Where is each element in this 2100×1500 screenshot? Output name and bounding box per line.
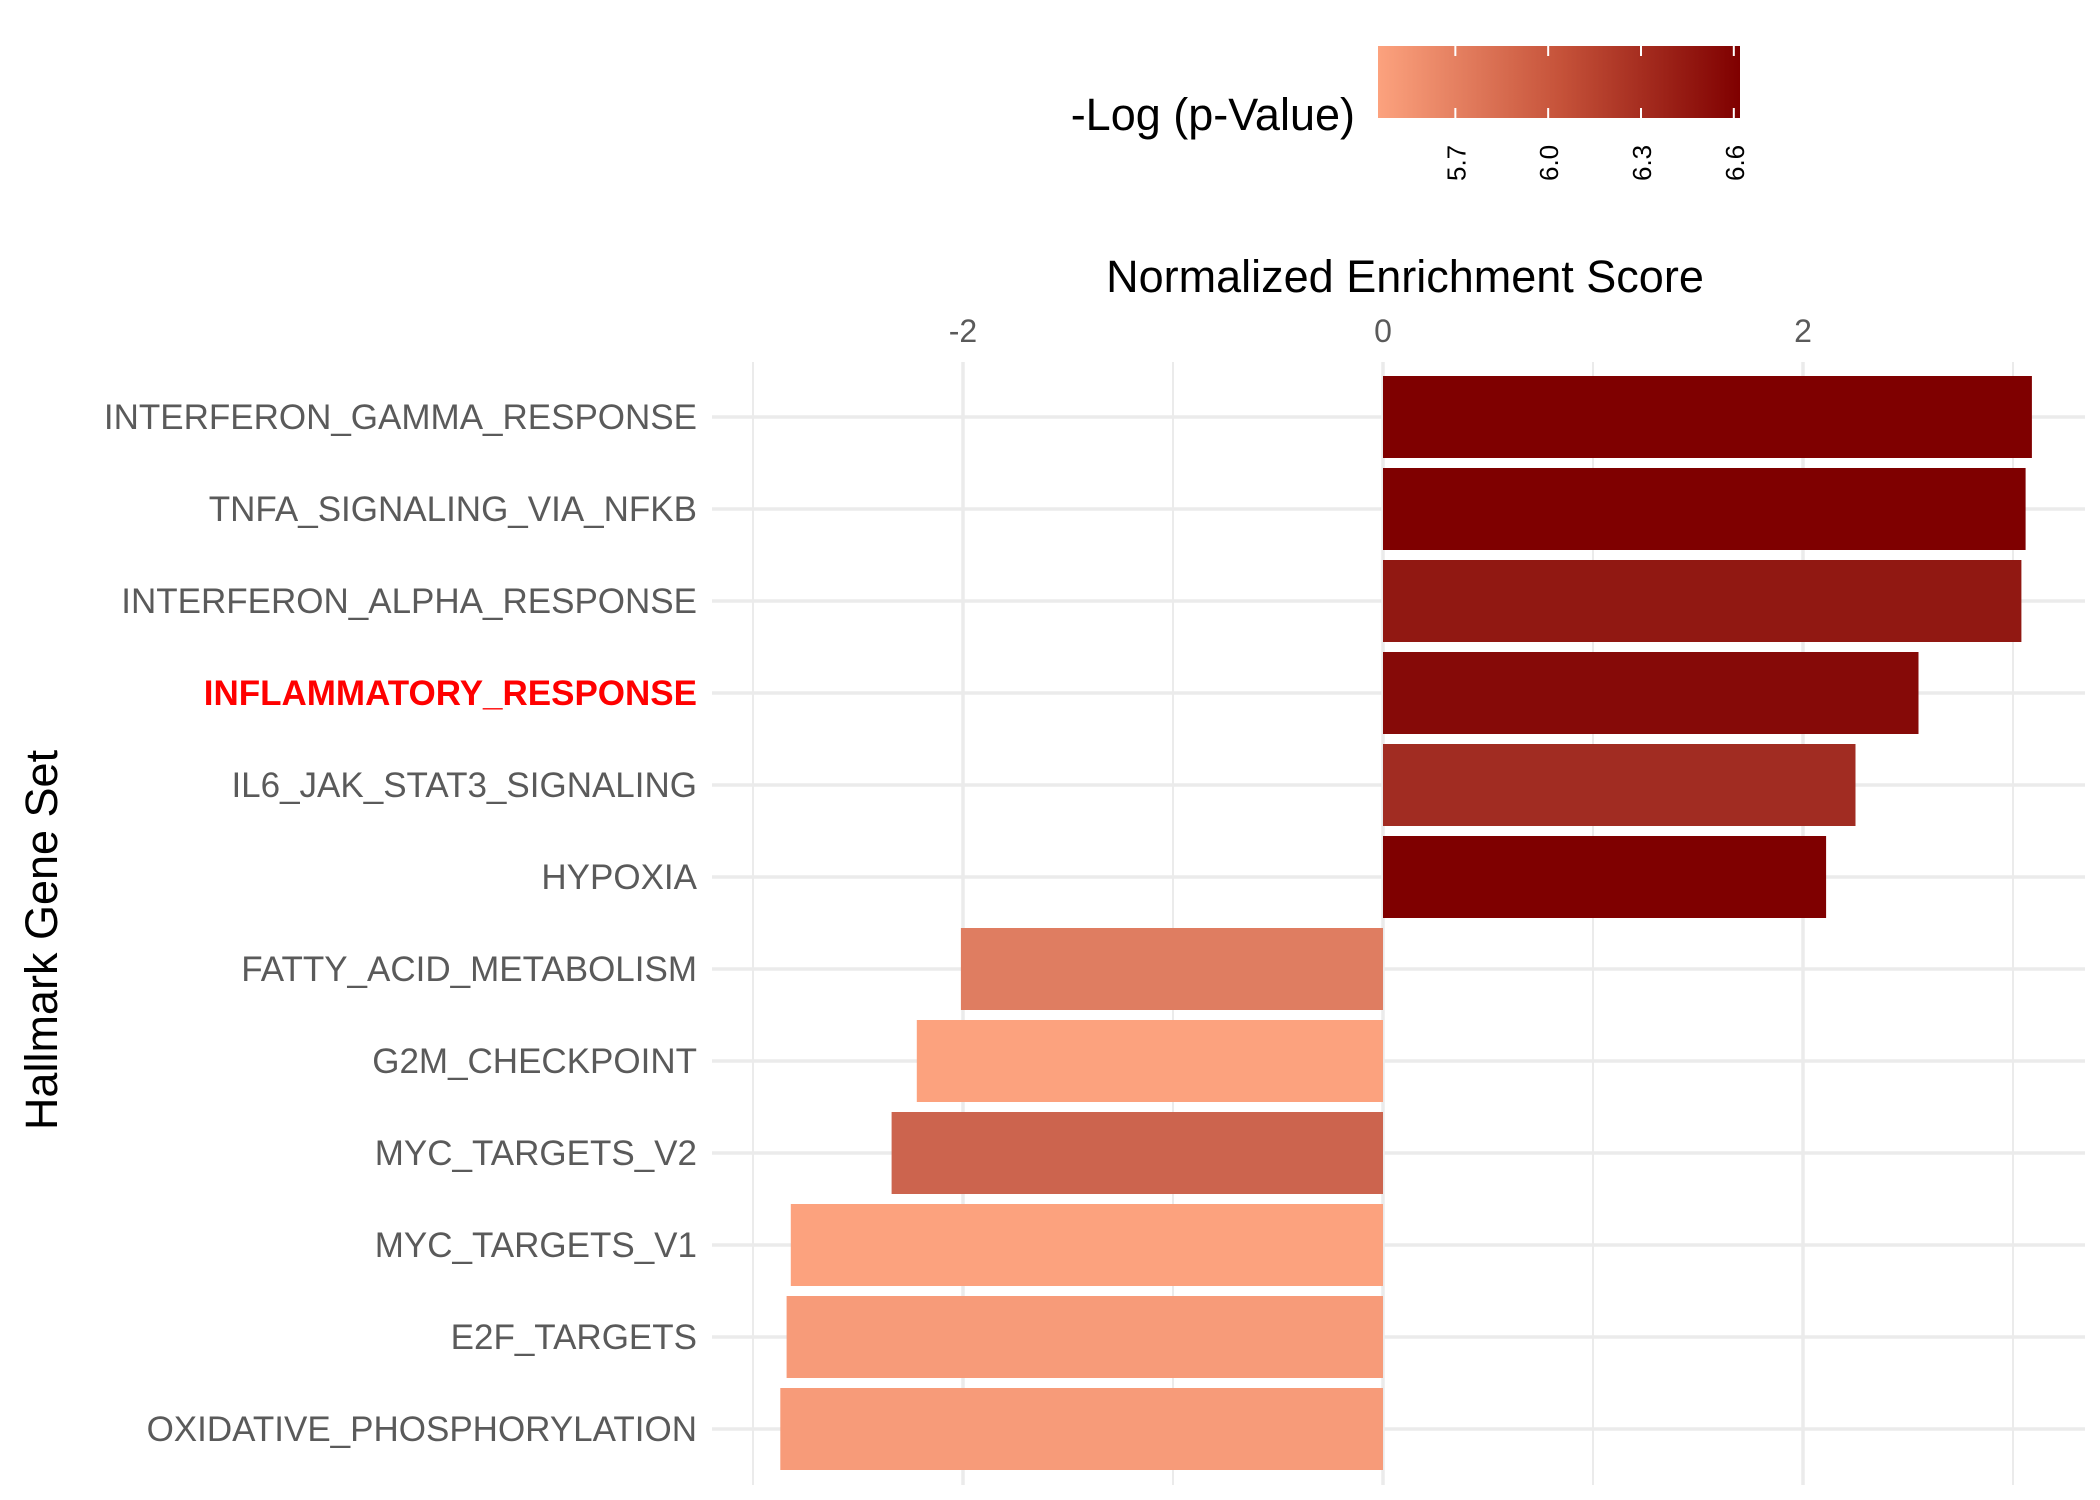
category-label: G2M_CHECKPOINT <box>372 1042 697 1081</box>
legend: -Log (p-Value) 5.7 6.0 6.3 6.6 <box>1071 46 1750 181</box>
bar <box>780 1388 1383 1470</box>
category-label: INFLAMMATORY_RESPONSE <box>204 674 697 713</box>
bar <box>1383 836 1827 918</box>
bar <box>1383 376 2032 458</box>
y-axis-labels: INTERFERON_GAMMA_RESPONSE TNFA_SIGNALING_… <box>104 398 698 1449</box>
legend-tick-label: 5.7 <box>1441 145 1471 181</box>
bar <box>916 1020 1383 1102</box>
bar <box>1383 560 2022 642</box>
legend-tick-label: 6.3 <box>1627 145 1657 181</box>
category-label: OXIDATIVE_PHOSPHORYLATION <box>147 1410 697 1449</box>
x-tick-label: 0 <box>1374 313 1392 349</box>
legend-ticks: 5.7 6.0 6.3 6.6 <box>1441 46 1750 181</box>
x-tick-label: 2 <box>1794 313 1812 349</box>
bar <box>790 1204 1383 1286</box>
bar <box>891 1112 1383 1194</box>
x-axis-title: Normalized Enrichment Score <box>1106 251 1704 302</box>
x-tick-label: -2 <box>949 313 977 349</box>
category-label: MYC_TARGETS_V2 <box>375 1134 697 1173</box>
bar <box>1383 744 1856 826</box>
legend-tick-label: 6.0 <box>1534 145 1564 181</box>
category-label: INTERFERON_ALPHA_RESPONSE <box>121 582 697 621</box>
category-label: INTERFERON_GAMMA_RESPONSE <box>104 398 697 437</box>
category-label: TNFA_SIGNALING_VIA_NFKB <box>209 490 697 529</box>
category-label: FATTY_ACID_METABOLISM <box>241 950 697 989</box>
y-axis-title: Hallmark Gene Set <box>16 749 67 1130</box>
category-label: HYPOXIA <box>541 858 697 897</box>
bar <box>960 928 1383 1010</box>
category-label: E2F_TARGETS <box>451 1318 697 1357</box>
bar <box>1383 652 1919 734</box>
bar <box>786 1296 1383 1378</box>
x-axis-ticks: -2 0 2 <box>949 313 1812 349</box>
category-label: IL6_JAK_STAT3_SIGNALING <box>231 766 697 805</box>
legend-tick-label: 6.6 <box>1720 145 1750 181</box>
category-label: MYC_TARGETS_V1 <box>375 1226 697 1265</box>
bars <box>780 376 2032 1470</box>
bar <box>1383 468 2026 550</box>
legend-colorbar <box>1378 46 1740 118</box>
legend-title: -Log (p-Value) <box>1071 89 1355 140</box>
